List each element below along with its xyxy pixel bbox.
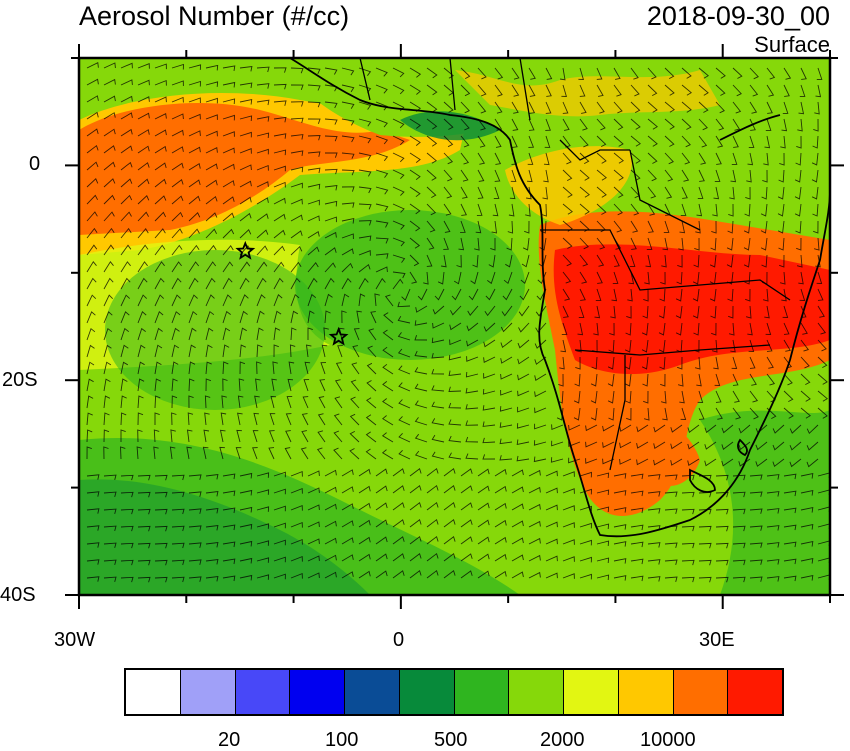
axis-ticks <box>65 44 844 609</box>
border-6 <box>359 58 371 101</box>
colorbar-box <box>345 670 400 714</box>
colorbar-box <box>180 670 236 714</box>
field-africa-yellow <box>505 146 632 225</box>
colorbar-box <box>235 670 291 714</box>
wind-barbs <box>86 62 830 583</box>
field-east-africa <box>720 118 830 205</box>
colorbar-box <box>564 670 619 714</box>
field-south-green <box>79 438 520 595</box>
colorbar-box <box>728 670 782 714</box>
colorbar-label: 10000 <box>640 729 696 751</box>
colorbar-box <box>399 670 455 714</box>
field-cell-green-1 <box>295 210 525 360</box>
horn-coast <box>719 114 781 141</box>
africa-coastline <box>289 58 830 538</box>
colorbar <box>124 668 784 716</box>
eswatini-outline <box>737 438 748 457</box>
field-south-dark <box>79 479 370 595</box>
site-markers <box>235 240 349 346</box>
star-marker <box>235 240 256 260</box>
border-8 <box>519 58 531 121</box>
field-south-africa-orange <box>630 417 700 487</box>
lat-tick-label: 0 <box>29 153 41 175</box>
colorbar-box <box>673 670 729 714</box>
lesotho-outline <box>689 468 716 493</box>
lon-tick-label: 0 <box>393 629 405 651</box>
coastlines <box>289 58 830 538</box>
colorbar-label: 500 <box>434 729 468 751</box>
border-4 <box>629 149 701 231</box>
colorbar-label: 100 <box>325 729 359 751</box>
colorbar-box <box>509 670 564 714</box>
colorbar-box <box>454 670 510 714</box>
plot-title: Aerosol Number (#/cc) <box>79 1 350 31</box>
colorbar-box <box>126 670 181 714</box>
border-7 <box>449 58 456 111</box>
colorbar-label: 2000 <box>540 729 585 751</box>
level-label: Surface <box>754 32 830 57</box>
star-marker <box>328 326 349 346</box>
field-cell-green-2 <box>105 250 325 410</box>
colorbar-box <box>290 670 345 714</box>
colorbar-box <box>618 670 674 714</box>
lat-tick-label: 20S <box>2 369 38 391</box>
lon-tick-label: 30E <box>699 629 735 651</box>
field-sahel-yellow <box>455 70 720 117</box>
lon-tick-label: 30W <box>54 629 96 651</box>
border-2 <box>574 344 771 356</box>
field-southeast-green <box>700 410 830 595</box>
border-5 <box>559 139 630 161</box>
border-3 <box>609 355 626 471</box>
border-1 <box>540 229 791 301</box>
colorbar-label: 20 <box>218 729 241 751</box>
field-africa-red <box>553 244 830 375</box>
map-frame <box>77 56 832 597</box>
datetime-label: 2018-09-30_00 <box>646 1 830 31</box>
lat-tick-label: 40S <box>0 584 36 606</box>
